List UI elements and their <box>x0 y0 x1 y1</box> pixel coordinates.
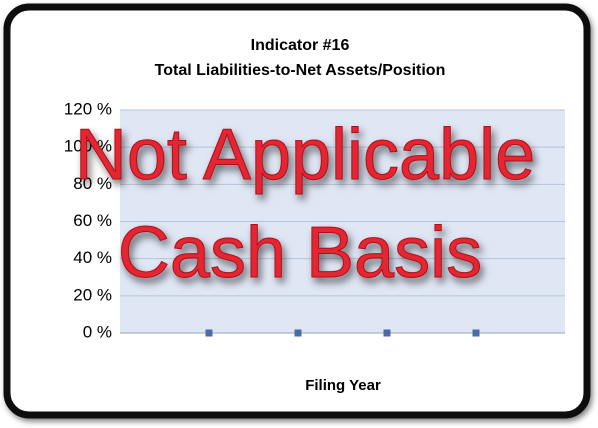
chart-subtitle: Total Liabilities-to-Net Assets/Position <box>155 62 446 79</box>
overlay-text: Cash Basis <box>118 213 482 293</box>
overlay-text: Not Applicable <box>75 115 535 195</box>
marker <box>383 329 391 337</box>
chart-title: Indicator #16 <box>251 37 350 54</box>
y-tick-label: 100 % <box>64 137 112 156</box>
y-tick-label: 40 % <box>73 248 112 267</box>
marker <box>205 329 213 337</box>
marker <box>294 329 302 337</box>
y-tick-label: 80 % <box>73 174 112 193</box>
y-tick-label: 120 % <box>64 99 112 118</box>
y-tick-label: 0 % <box>83 322 112 341</box>
y-tick-label: 60 % <box>73 211 112 230</box>
y-tick-label: 20 % <box>73 285 112 304</box>
marker <box>472 329 480 337</box>
x-axis-label: Filing Year <box>305 377 381 394</box>
